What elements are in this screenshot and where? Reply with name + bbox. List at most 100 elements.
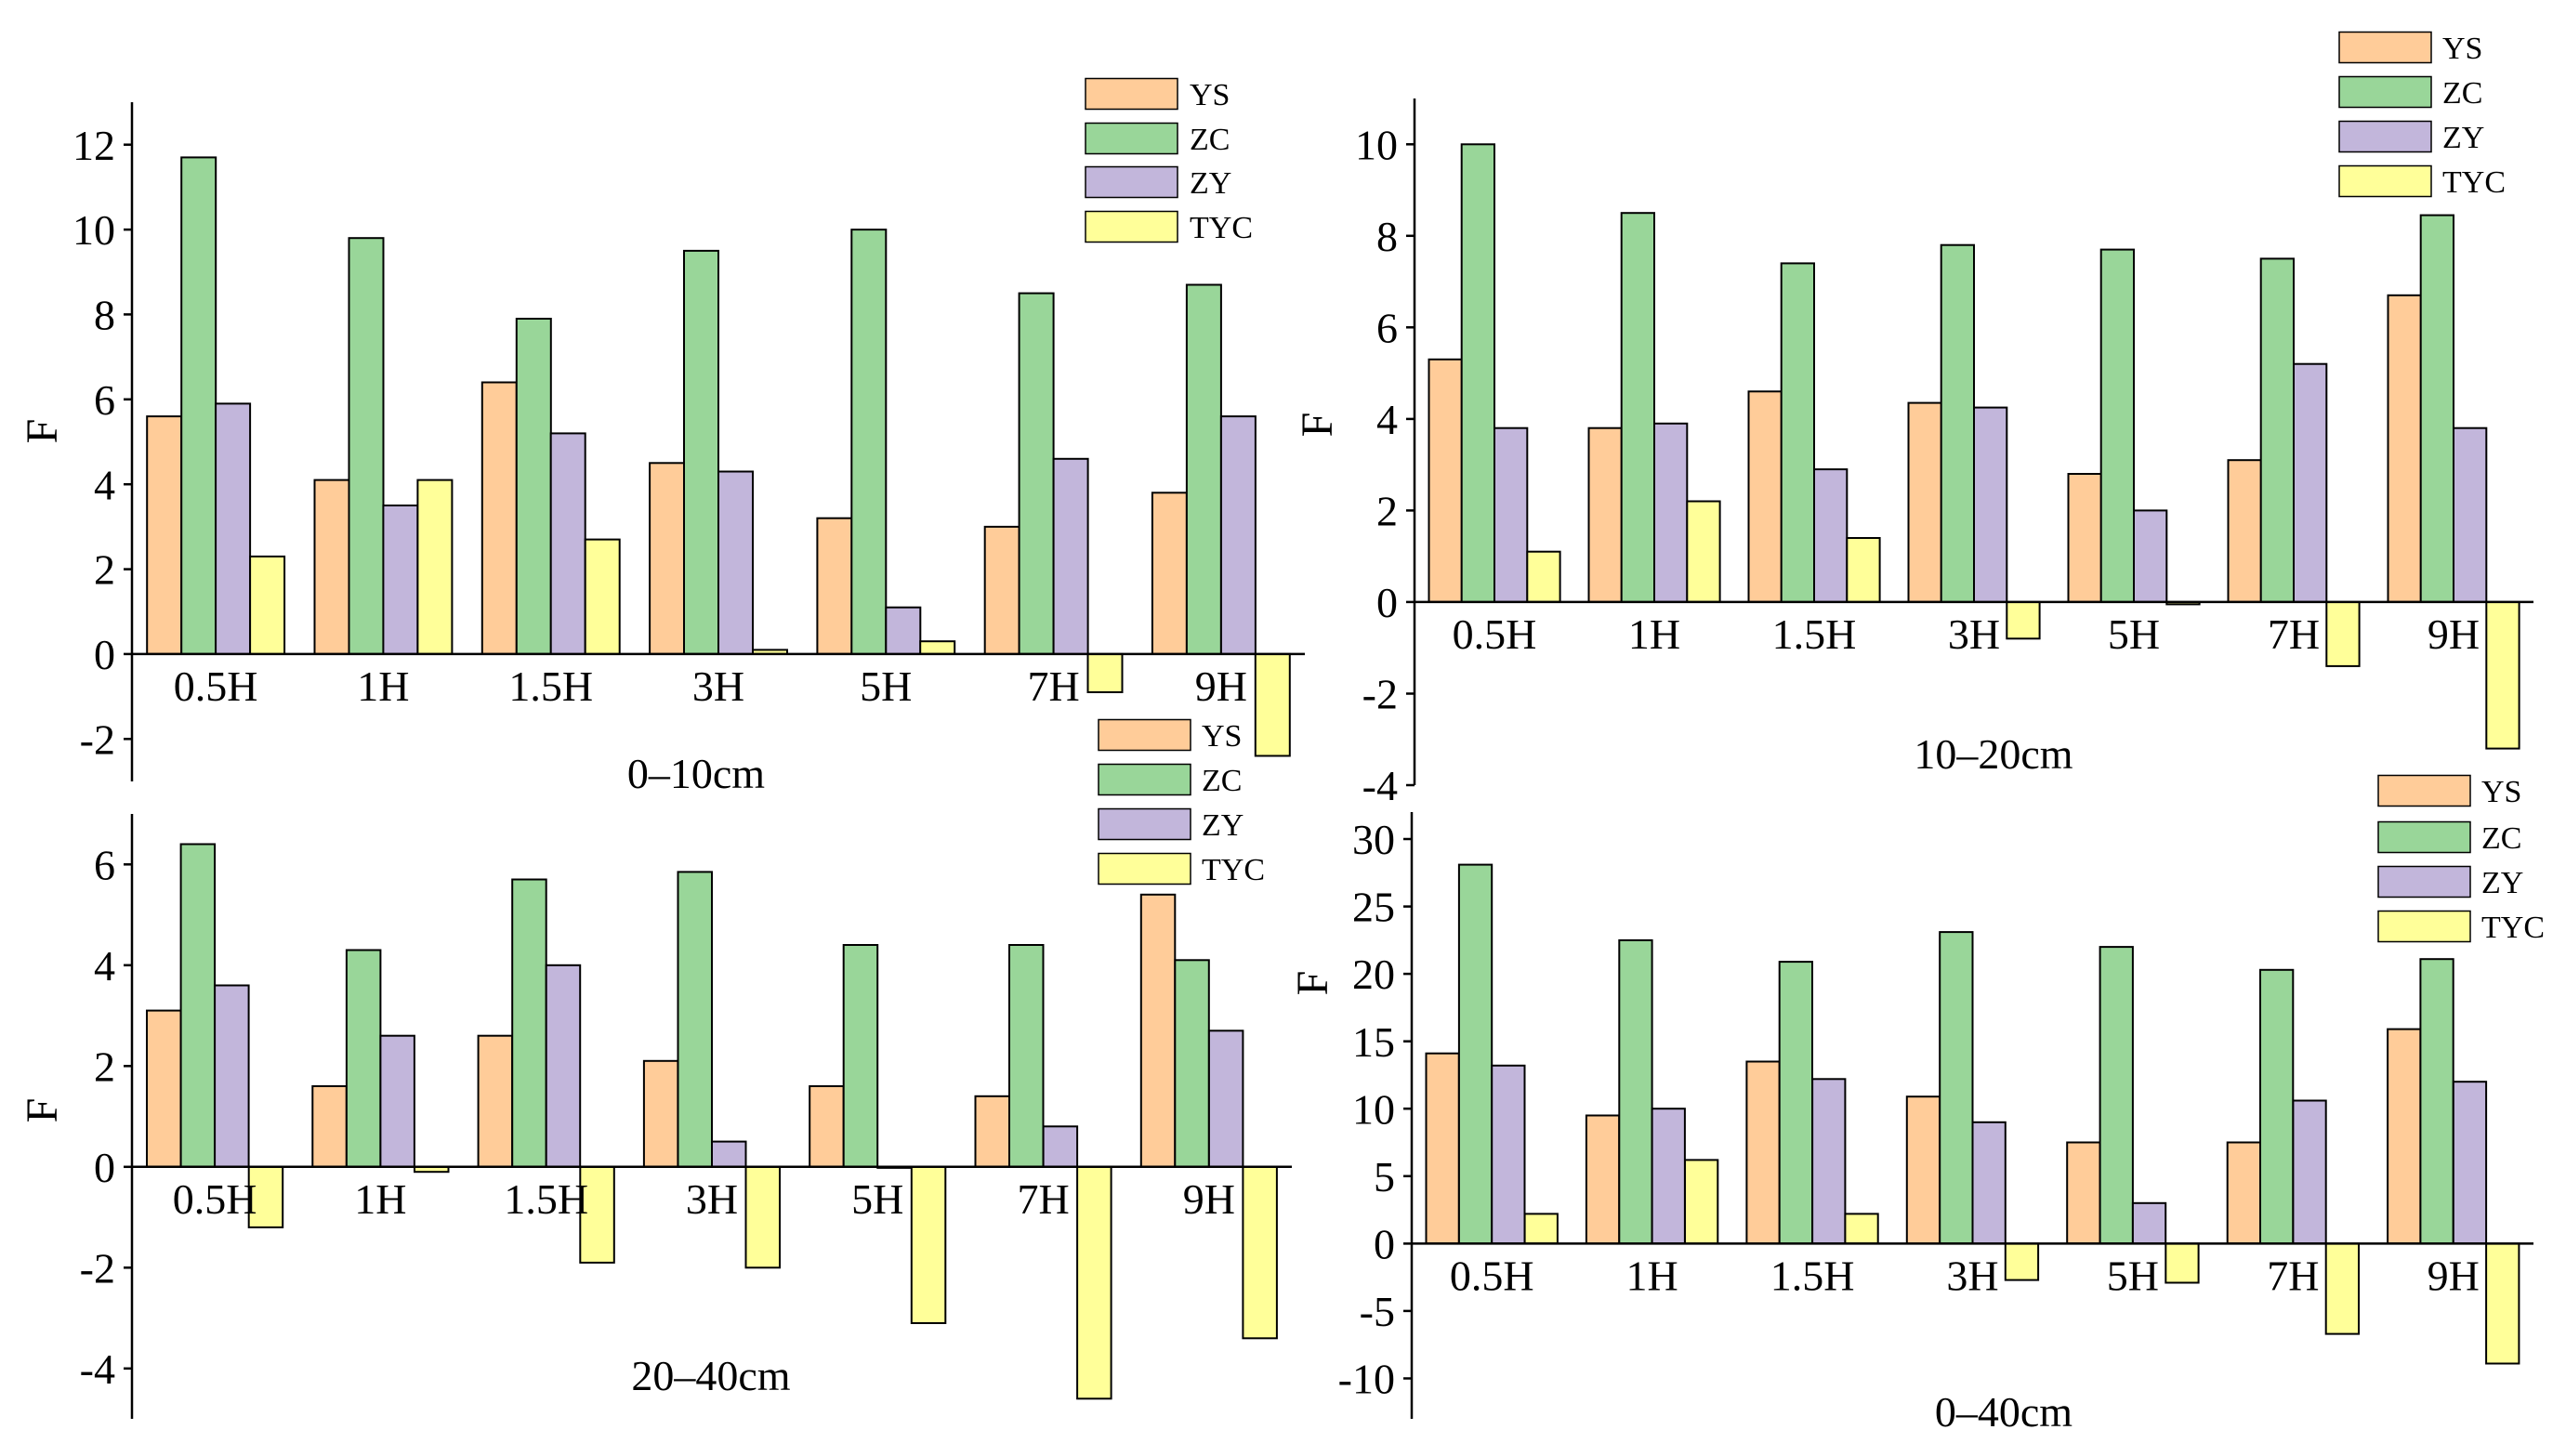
bar-p2-zy-6 bbox=[2293, 362, 2328, 603]
x-tick-label: 3H bbox=[692, 662, 744, 710]
bar-p4-zc-2 bbox=[1618, 938, 1653, 1245]
legend-swatch-zy bbox=[1085, 165, 1178, 199]
bar-p4-tyc-5 bbox=[2165, 1242, 2200, 1284]
x-tick-label: 1H bbox=[357, 662, 409, 710]
bar-p3-ys-7 bbox=[1139, 893, 1177, 1168]
x-tick-label: 9H bbox=[1183, 1175, 1235, 1223]
bar-p2-zy-2 bbox=[1653, 422, 1689, 603]
chart-panels: -2 0 2 4 6 8 10 12 0.5H 1H 1.5H 3H 5H 7H 9H F 0–10cm YS ZC… bbox=[18, 31, 2545, 1436]
panel-title: 0–10cm bbox=[627, 750, 765, 797]
bar-p2-zy-4 bbox=[1973, 406, 2008, 603]
bar-p3-zc-3 bbox=[511, 878, 547, 1168]
y-axis-label: F bbox=[1293, 413, 1342, 438]
bar-p4-ys-6 bbox=[2226, 1141, 2261, 1245]
bar-p3-zy-3 bbox=[545, 964, 582, 1168]
y-tick-label: -2 bbox=[80, 1244, 115, 1292]
bar-p3-zy-4 bbox=[711, 1140, 747, 1168]
bar-p3-zy-6 bbox=[1042, 1125, 1079, 1168]
bar-p1-tyc-3 bbox=[584, 538, 621, 655]
x-tick-label: 9H bbox=[1195, 662, 1247, 710]
bar-p3-ys-3 bbox=[477, 1034, 514, 1168]
legend: YS ZC ZY TYC bbox=[2377, 774, 2545, 945]
legend-label-zy: ZY bbox=[1202, 808, 1244, 843]
bar-p3-ys-5 bbox=[809, 1085, 845, 1168]
legend-swatch-ys bbox=[2377, 774, 2471, 807]
bar-p1-zy-3 bbox=[549, 432, 586, 655]
bar-p3-zc-5 bbox=[842, 944, 879, 1168]
y-tick-label: 6 bbox=[1376, 304, 1398, 351]
bar-p1-ys-6 bbox=[983, 525, 1020, 656]
bar-p1-ys-3 bbox=[480, 381, 518, 655]
y-tick-label: 20 bbox=[1352, 951, 1395, 998]
legend: YS ZC ZY TYC bbox=[1098, 718, 1265, 887]
bar-p1-zy-7 bbox=[1219, 415, 1257, 655]
chart-panel-4: -10 -5 0 5 10 15 20 25 30 0.5H 1H 1.5H 3H 5H 7H 9H F 0–40… bbox=[1288, 774, 2545, 1436]
legend-swatch-ys bbox=[1098, 718, 1191, 752]
bar-p4-tyc-6 bbox=[2324, 1242, 2360, 1335]
legend: YS ZC ZY TYC bbox=[2338, 31, 2506, 200]
x-tick-label: 5H bbox=[2108, 610, 2160, 658]
x-tick-label: 9H bbox=[2428, 1252, 2480, 1299]
y-tick-label: 10 bbox=[72, 206, 115, 254]
bar-p4-tyc-1 bbox=[1523, 1213, 1559, 1245]
bar-p4-zc-3 bbox=[1778, 961, 1813, 1245]
bar-p2-tyc-6 bbox=[2325, 600, 2361, 667]
legend-label-zy: ZY bbox=[2442, 121, 2484, 155]
bar-p3-zc-7 bbox=[1174, 959, 1210, 1168]
legend-swatch-tyc bbox=[2377, 910, 2471, 943]
x-tick-label: 0.5H bbox=[1450, 1252, 1534, 1299]
bar-p1-zy-4 bbox=[717, 470, 754, 655]
legend-label-tyc: TYC bbox=[2481, 911, 2545, 945]
bar-p1-ys-1 bbox=[146, 415, 183, 655]
bar-p3-zc-2 bbox=[345, 949, 382, 1168]
y-tick-label: 8 bbox=[1376, 213, 1398, 260]
bar-p1-ys-2 bbox=[313, 479, 350, 655]
bar-p4-zy-4 bbox=[1971, 1121, 2007, 1245]
bars bbox=[1428, 143, 2520, 750]
legend-label-zc: ZC bbox=[1190, 123, 1230, 157]
legend-swatch-zy bbox=[2377, 865, 2471, 899]
y-tick-label: -5 bbox=[1360, 1288, 1395, 1335]
x-tick-label: 3H bbox=[686, 1175, 738, 1223]
bar-p2-zy-3 bbox=[1813, 468, 1849, 603]
bar-p1-tyc-6 bbox=[1086, 652, 1124, 694]
legend-swatch-tyc bbox=[1085, 210, 1178, 243]
y-tick-label: -2 bbox=[1362, 671, 1398, 718]
bar-p2-ys-3 bbox=[1747, 390, 1783, 603]
y-tick-label: -4 bbox=[80, 1345, 115, 1393]
legend-swatch-ys bbox=[1085, 77, 1178, 111]
bar-p1-ys-7 bbox=[1151, 492, 1188, 655]
legend-label-ys: YS bbox=[1190, 78, 1230, 112]
bars bbox=[146, 156, 1291, 757]
legend-swatch-zc bbox=[1085, 122, 1178, 155]
legend-label-ys: YS bbox=[2481, 775, 2521, 809]
bar-p4-zc-1 bbox=[1457, 863, 1494, 1245]
bar-p2-zc-6 bbox=[2259, 257, 2295, 603]
bar-p2-zc-3 bbox=[1780, 262, 1815, 603]
bar-p2-zy-5 bbox=[2133, 509, 2168, 603]
legend-label-zy: ZY bbox=[1190, 166, 1231, 201]
y-tick-label: 4 bbox=[1376, 396, 1398, 443]
bar-p3-zc-1 bbox=[179, 843, 217, 1168]
bar-p4-zc-7 bbox=[2419, 958, 2454, 1245]
bar-p4-zy-5 bbox=[2131, 1201, 2167, 1245]
legend-swatch-tyc bbox=[2338, 164, 2432, 198]
bar-p2-ys-5 bbox=[2067, 473, 2102, 603]
y-tick-label: -10 bbox=[1338, 1356, 1395, 1403]
legend-label-zc: ZC bbox=[2442, 76, 2482, 111]
bar-p4-zy-7 bbox=[2452, 1081, 2488, 1245]
bar-p1-tyc-1 bbox=[249, 555, 286, 656]
bar-p3-zy-7 bbox=[1207, 1030, 1244, 1168]
bar-p2-ys-7 bbox=[2387, 294, 2422, 603]
bar-p2-ys-4 bbox=[1907, 401, 1942, 603]
bar-p1-zy-2 bbox=[382, 505, 419, 655]
x-tick-label: 3H bbox=[1948, 610, 2000, 658]
bar-p1-tyc-2 bbox=[416, 479, 454, 655]
y-tick-label: 0 bbox=[94, 631, 115, 678]
bar-p1-zy-6 bbox=[1052, 457, 1089, 655]
bar-p4-ys-4 bbox=[1905, 1095, 1941, 1245]
bar-p4-ys-1 bbox=[1425, 1052, 1460, 1245]
bar-p2-zc-5 bbox=[2099, 248, 2135, 603]
chart-panel-2: -4 -2 0 2 4 6 8 10 0.5H 1H 1.5H 3H 5H 7H 9H F 10–20cm YS Z… bbox=[1293, 31, 2533, 809]
bar-p3-tyc-1 bbox=[247, 1165, 284, 1228]
